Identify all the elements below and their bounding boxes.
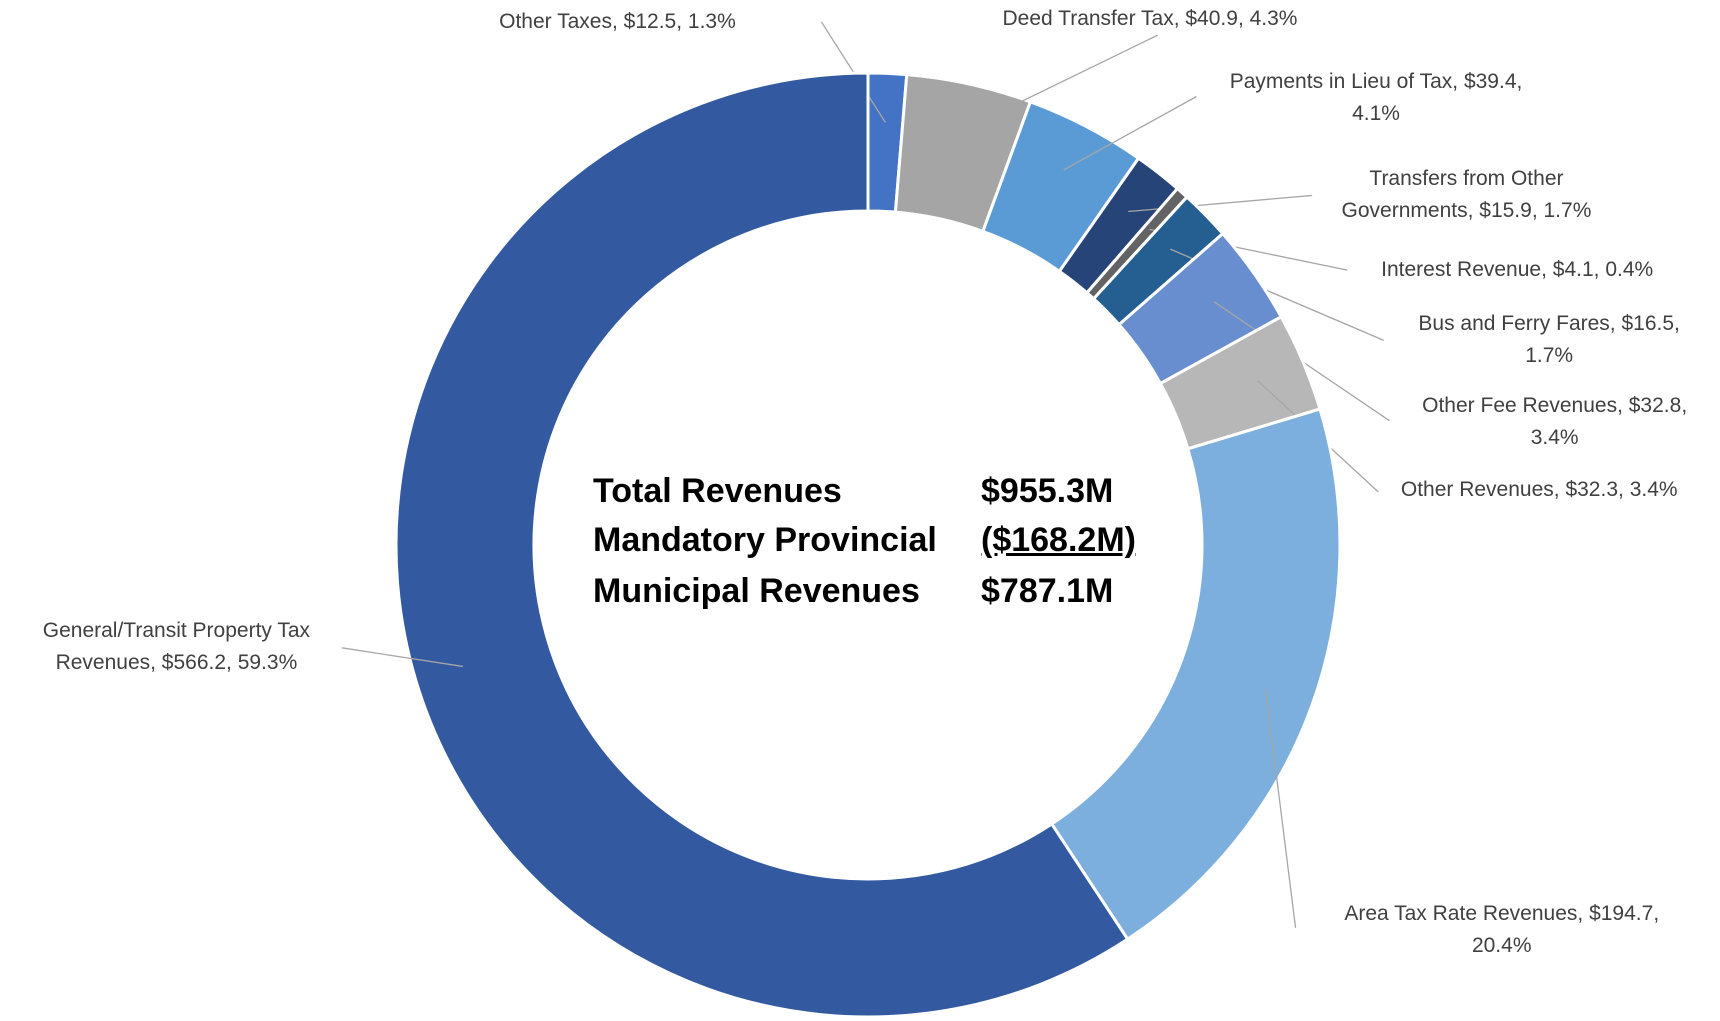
category-label: Bus and Ferry Fares (1418, 311, 1610, 335)
center-value: $955.3M (981, 472, 1114, 510)
percent-label: 3.4% (1629, 477, 1678, 501)
percent-label: 3.4% (1530, 426, 1579, 450)
data-label: Deed Transfer Tax, $40.9, 4.3% (1002, 6, 1298, 30)
leader-line (958, 34, 1159, 133)
leader-line (1063, 96, 1197, 171)
percent-label: 1.3% (687, 9, 736, 33)
value-label: $32.8 (1628, 394, 1682, 418)
percent-label: 0.4% (1605, 258, 1654, 282)
center-value: $787.1M (981, 572, 1114, 610)
value-label: $4.1 (1552, 258, 1594, 282)
category-label: Other Revenues (1400, 477, 1554, 501)
value-label: $12.5 (623, 9, 677, 33)
percent-label: 4.3% (1249, 6, 1298, 30)
center-label: Mandatory Provincial (593, 521, 937, 559)
data-label: General/Transit Property Tax Revenues, $… (42, 619, 311, 675)
category-label: Other Fee Revenues (1422, 394, 1618, 418)
data-label: Payments in Lieu of Tax, $39.4, 4.1% (1229, 70, 1523, 126)
value-label: $194.7 (1589, 901, 1654, 925)
value-label: $32.3 (1565, 477, 1619, 501)
value-label: $40.9 (1185, 6, 1238, 30)
data-label: Area Tax Rate Revenues, $194.7, 20.4% (1344, 901, 1660, 957)
data-label: Other Revenues, $32.3, 3.4% (1400, 477, 1678, 501)
category-label: General/Transit Property Tax Revenues (42, 619, 311, 675)
category-label: Transfers from Other Governments (1341, 166, 1564, 222)
data-label: Other Fee Revenues, $32.8, 3.4% (1422, 394, 1688, 450)
data-label: Transfers from Other Governments, $15.9,… (1341, 166, 1592, 222)
percent-label: 1.7% (1543, 198, 1592, 222)
slice (394, 71, 1130, 1019)
category-label: Other Taxes (499, 9, 612, 33)
center-label: Municipal Revenues (593, 572, 920, 610)
category-label: Deed Transfer Tax (1002, 6, 1174, 30)
leader-line (341, 647, 463, 668)
data-label: Other Taxes, $12.5, 1.3% (499, 9, 736, 33)
center-label: Total Revenues (593, 472, 842, 510)
value-label: $566.2 (161, 651, 227, 675)
category-label: Payments in Lieu of Tax (1229, 70, 1453, 94)
value-label: $16.5 (1621, 311, 1675, 335)
percent-label: 59.3% (237, 651, 298, 675)
category-label: Area Tax Rate Revenues (1344, 901, 1578, 925)
data-label: Bus and Ferry Fares, $16.5, 1.7% (1418, 311, 1680, 367)
category-label: Interest Revenue (1381, 258, 1542, 282)
data-label: Interest Revenue, $4.1, 0.4% (1381, 258, 1654, 282)
value-label: $39.4 (1463, 70, 1517, 94)
percent-label: 1.7% (1525, 343, 1574, 367)
percent-label: 4.1% (1352, 102, 1400, 126)
leader-line (1264, 689, 1297, 928)
percent-label: 20.4% (1471, 933, 1532, 957)
center-value: ($168.2M) (981, 521, 1136, 559)
slice (1049, 407, 1342, 942)
value-label: $15.9 (1479, 198, 1532, 222)
